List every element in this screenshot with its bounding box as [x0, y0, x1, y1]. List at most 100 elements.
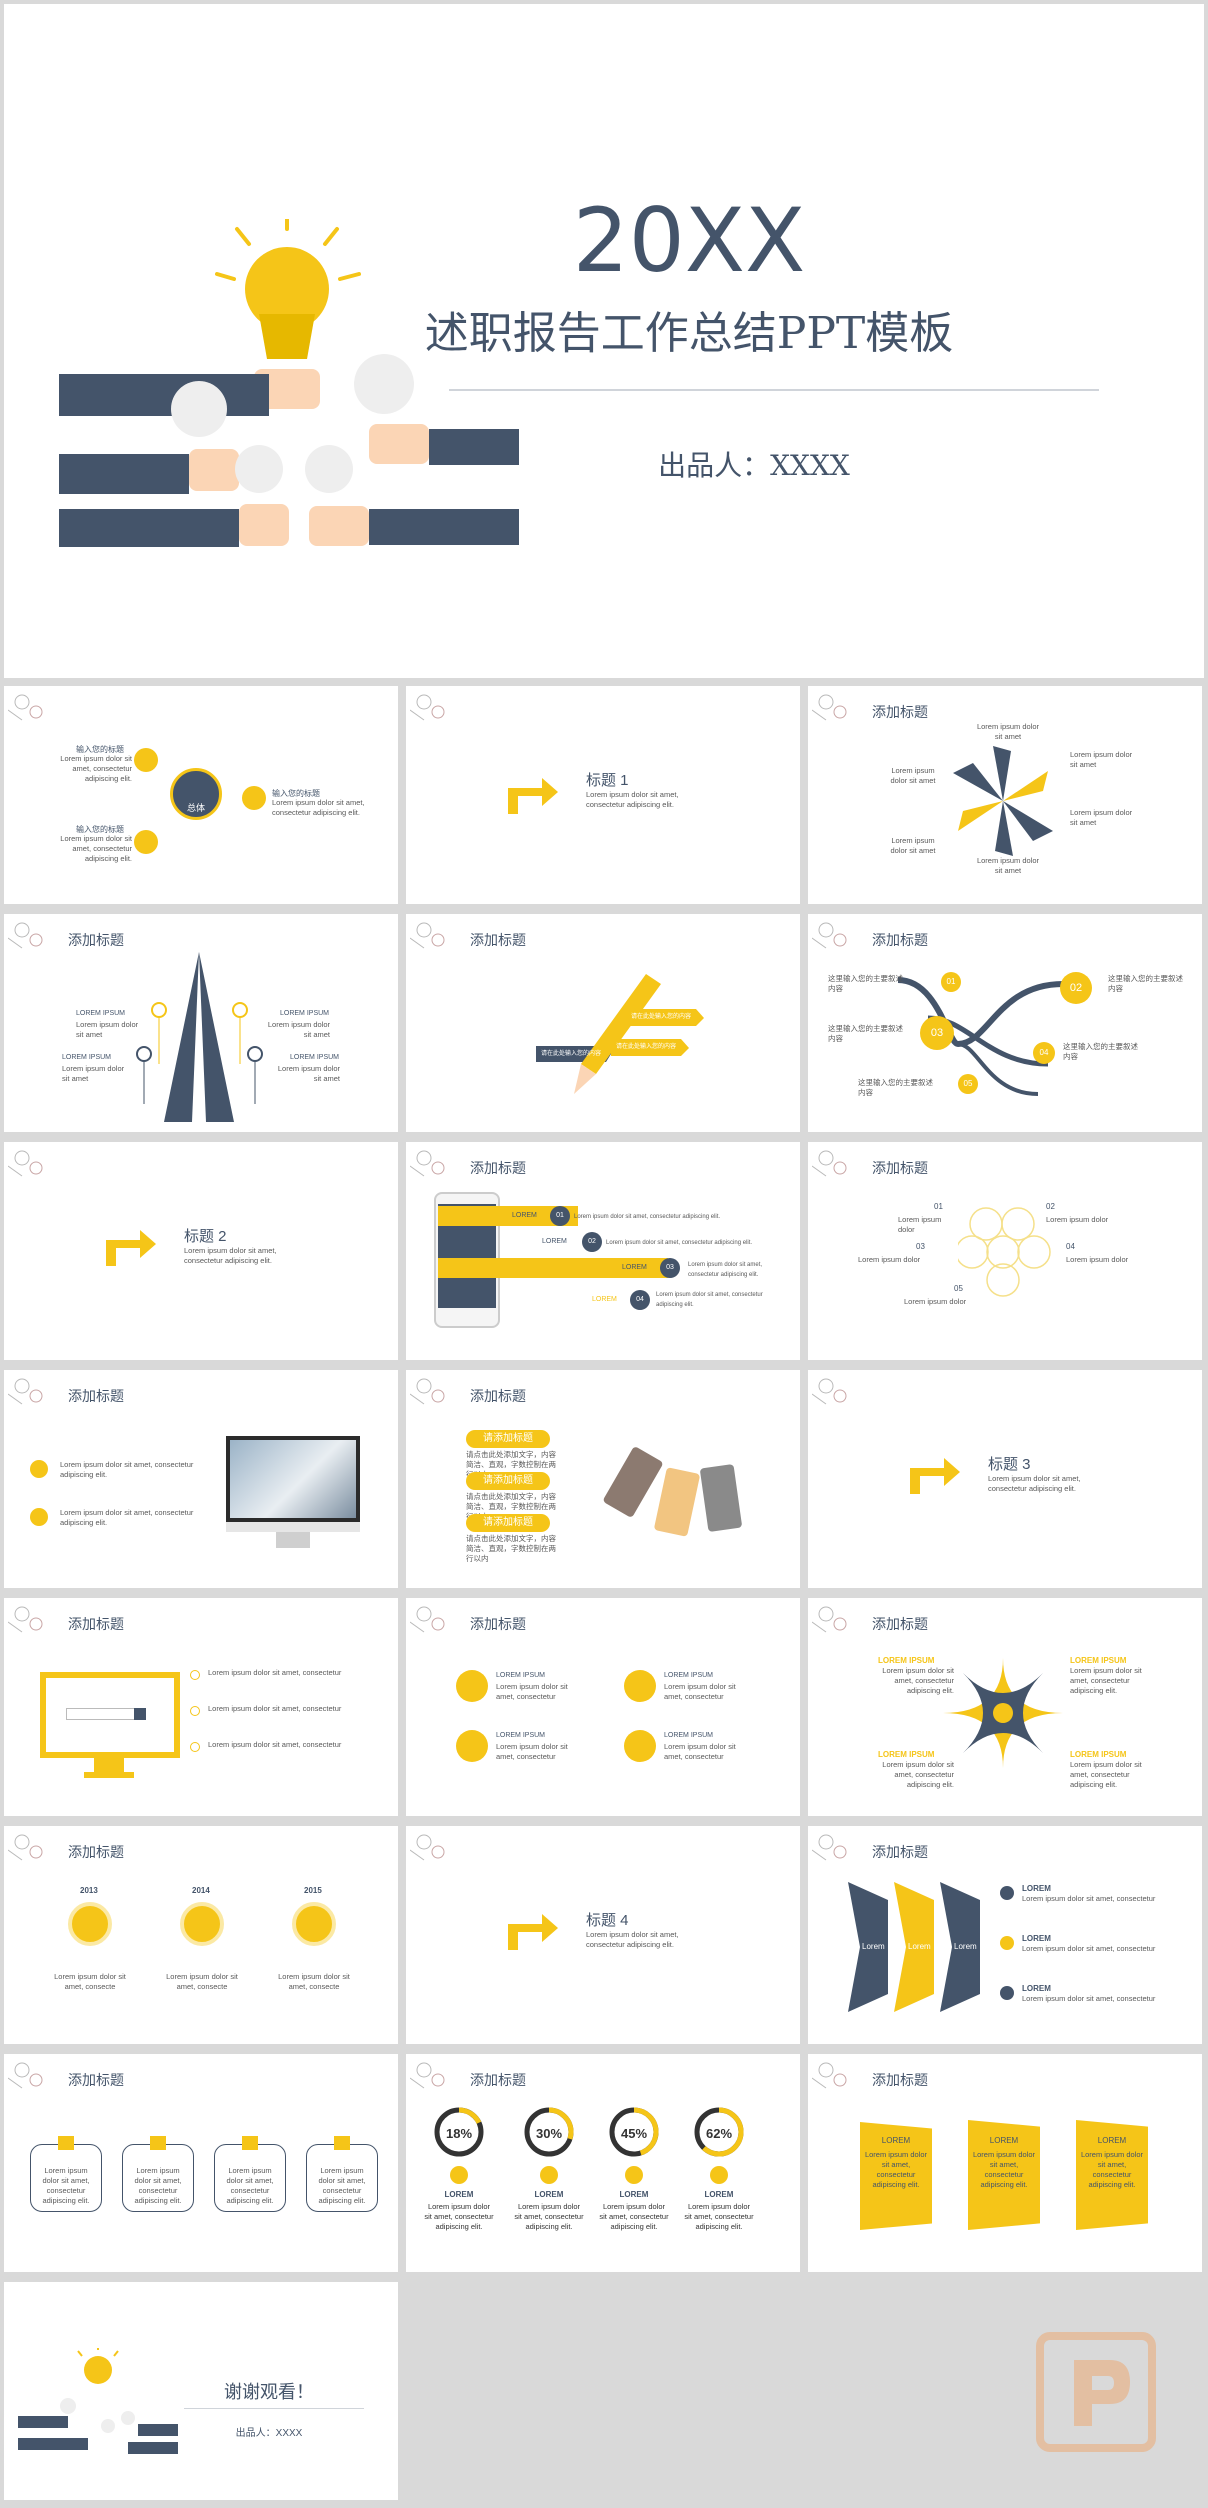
box-text-2: Lorem ipsum dolor sit amet, consectetur … — [134, 2166, 182, 2205]
flow-node-label: 02 — [1069, 982, 1083, 994]
watermark-logo — [1036, 2332, 1156, 2452]
slide-flags[interactable]: 添加标题 LOREM Lorem ipsum dolor sit amet, c… — [808, 2054, 1202, 2272]
search-icon[interactable] — [134, 1708, 146, 1720]
slide-section-1[interactable]: 标题 1 Lorem ipsum dolor sit amet, consect… — [406, 686, 800, 904]
pyramid-text-2: Lorem ipsum dolor sit amet — [267, 1020, 330, 1039]
bullet-icon — [30, 1460, 48, 1478]
layers-icon — [624, 1730, 656, 1762]
icon-label-3: LOREM IPSUM — [496, 1732, 546, 1739]
briefcase-icon — [134, 830, 158, 854]
pyramid-graphic — [164, 952, 234, 1122]
year-text-2: Lorem ipsum dolor sit amet, consecte — [166, 1972, 238, 1991]
thanks-title: 谢谢观看！ — [224, 2382, 314, 2403]
slide-overview[interactable]: 输入您的标题 Lorem ipsum dolor sit amet, conse… — [4, 686, 398, 904]
flag-card-1 — [860, 2122, 932, 2230]
phone-num-2: 02 — [582, 1232, 602, 1252]
flow-text-4: 这里输入您的主要叙述内容 — [1063, 1042, 1138, 1061]
slide-title: 添加标题 — [470, 1616, 526, 1632]
phone-num-4: 04 — [630, 1290, 650, 1310]
icon-text-2: Lorem ipsum dolor sit amet, consectetur — [664, 1682, 736, 1701]
tag-button-2[interactable]: 请添加标题 — [466, 1472, 550, 1490]
cover-year: 20XX — [572, 189, 806, 292]
slide-title: 添加标题 — [872, 1160, 928, 1176]
chevron-item-text-2: Lorem ipsum dolor sit amet, consectetur — [1022, 1944, 1156, 1953]
cloud-icon — [450, 2166, 468, 2184]
corner-bulb-icon — [812, 1150, 847, 1177]
slide-thanks[interactable]: 谢谢观看！ 出品人：XXXX — [4, 2282, 398, 2500]
pyramid-label-3: LOREM IPSUM — [62, 1054, 112, 1061]
slide-hexagons[interactable]: 添加标题 01 Lorem ipsum dolor 02 Lorem ipsum… — [808, 1142, 1202, 1360]
globe-icon — [242, 786, 266, 810]
arrow-icon — [508, 1914, 558, 1950]
search-input[interactable] — [66, 1708, 142, 1720]
corner-bulb-icon — [410, 1834, 445, 1861]
slide-title: 添加标题 — [872, 932, 928, 948]
phone-row-text-2: Lorem ipsum dolor sit amet, consectetur … — [606, 1240, 753, 1246]
monitor-text-1: Lorem ipsum dolor sit amet, consectetur … — [60, 1460, 194, 1479]
ring-progress — [524, 2107, 574, 2157]
section-1-title: 标题 1 — [586, 772, 629, 789]
pencil-graphic — [536, 974, 704, 1094]
overview-left-title-1: 输入您的标题 — [76, 745, 124, 754]
phone-row-label-2: LOREM — [542, 1238, 567, 1245]
slide-star-shape[interactable]: 添加标题 LOREM IPSUM Lorem ipsum dolor sit a… — [808, 1598, 1202, 1816]
flow-node-label: 01 — [946, 977, 956, 986]
slide-title: 添加标题 — [68, 1388, 124, 1404]
box-tag-4 — [334, 2136, 350, 2150]
pinwheel-label-left-bottom: Lorem ipsum dolor sit amet — [890, 836, 936, 855]
slide-rounded-boxes[interactable]: 添加标题 Lorem ipsum dolor sit amet, consect… — [4, 2054, 398, 2272]
cover-slide[interactable]: 20XX 述职报告工作总结PPT模板 出品人：XXXX — [4, 4, 1204, 678]
star-label-4: LOREM IPSUM — [1070, 1750, 1127, 1759]
tag-button-1[interactable]: 请添加标题 — [466, 1430, 550, 1448]
slide-section-4[interactable]: 标题 4 Lorem ipsum dolor sit amet, consect… — [406, 1826, 800, 2044]
hex-num-5: 05 — [954, 1284, 963, 1293]
card-icon — [710, 2166, 728, 2184]
box-text-1: Lorem ipsum dolor sit amet, consectetur … — [42, 2166, 90, 2205]
slide-monitor[interactable]: 添加标题 Lorem ipsum dolor sit amet, consect… — [4, 1370, 398, 1588]
overview-right-title: 输入您的标题 — [272, 789, 320, 798]
corner-bulb-icon — [812, 1606, 847, 1633]
tag-button-3[interactable]: 请添加标题 — [466, 1514, 550, 1532]
slide-screen-search[interactable]: 添加标题 Lorem ipsum dolor sit amet, consect… — [4, 1598, 398, 1816]
chevron-label-3: Lorem — [954, 1942, 977, 1951]
slide-title: 添加标题 — [470, 2072, 526, 2088]
flag-text-2: Lorem ipsum dolor sit amet, consectetur … — [972, 2150, 1036, 2189]
slide-tags[interactable]: 添加标题 请添加标题 请点击此处添加文字，内容简洁、直观，字数控制在两行以内 请… — [406, 1370, 800, 1588]
slide-section-3[interactable]: 标题 3 Lorem ipsum dolor sit amet, consect… — [808, 1370, 1202, 1588]
percent-rings — [434, 2107, 744, 2157]
pyramid-label-1: LOREM IPSUM — [76, 1010, 126, 1017]
slide-percent-rings[interactable]: 添加标题 18% 30% 45% 62% LOREM Lorem ipsum d… — [406, 2054, 800, 2272]
slide-flow[interactable]: 添加标题 01 02 03 04 05 这里输入您的主要叙述内容 这里输入您的主… — [808, 914, 1202, 1132]
slide-title: 添加标题 — [872, 704, 928, 720]
slide-title: 添加标题 — [68, 1616, 124, 1632]
chevron-item-text-3: Lorem ipsum dolor sit amet, consectetur — [1022, 1994, 1156, 2003]
phone-row-label-4: LOREM — [592, 1296, 617, 1303]
flag-card-2 — [968, 2120, 1040, 2230]
phone-row-label-1: LOREM — [512, 1212, 537, 1219]
chevron-item-title-3: LOREM — [1022, 1984, 1051, 1993]
flow-node-02: 02 — [1060, 972, 1092, 1004]
slide-pyramid[interactable]: 添加标题 LOREM IPSUM Lorem ipsum dolor sit a… — [4, 914, 398, 1132]
slide-section-2[interactable]: 标题 2 Lorem ipsum dolor sit amet, consect… — [4, 1142, 398, 1360]
box-text-4: Lorem ipsum dolor sit amet, consectetur … — [318, 2166, 366, 2205]
slide-timeline-years[interactable]: 添加标题 2013 Lorem ipsum dolor sit amet, co… — [4, 1826, 398, 2044]
slide-title: 添加标题 — [470, 932, 526, 948]
icon-label-1: LOREM IPSUM — [496, 1672, 546, 1679]
star-text-3: Lorem ipsum dolor sit amet, consectetur … — [882, 1760, 954, 1789]
pencil-label-right-top: 请在此处输入您的内容 — [631, 1014, 692, 1020]
slide-phone[interactable]: 添加标题 LOREM 01 Lorem ipsum dolor sit amet… — [406, 1142, 800, 1360]
overview-right-text: Lorem ipsum dolor sit amet, consectetur … — [272, 798, 365, 817]
year-text-3: Lorem ipsum dolor sit amet, consecte — [278, 1972, 350, 1991]
slide-pencil[interactable]: 添加标题 请在此处输入您的内容 请在此处输入您的内容 请在此处输入您的内容 — [406, 914, 800, 1132]
monitor-screen — [226, 1436, 360, 1522]
flow-node-label: 03 — [930, 1027, 944, 1039]
monitor-chin — [226, 1522, 360, 1532]
box-text-3: Lorem ipsum dolor sit amet, consectetur … — [226, 2166, 274, 2205]
check-icon — [190, 1706, 200, 1716]
slide-pinwheel[interactable]: 添加标题 Lorem ipsum dolor sit amet Lorem ip… — [808, 686, 1202, 904]
chevron-bullet-navy — [1000, 1986, 1014, 2000]
pinwheel-label-right: Lorem ipsum dolor sit amet — [1070, 808, 1133, 827]
slide-chevrons[interactable]: 添加标题 Lorem Lorem Lorem LOREM Lorem ipsum… — [808, 1826, 1202, 2044]
slide-four-icons[interactable]: 添加标题 LOREM IPSUM Lorem ipsum dolor sit a… — [406, 1598, 800, 1816]
arrow-icon — [910, 1458, 960, 1494]
